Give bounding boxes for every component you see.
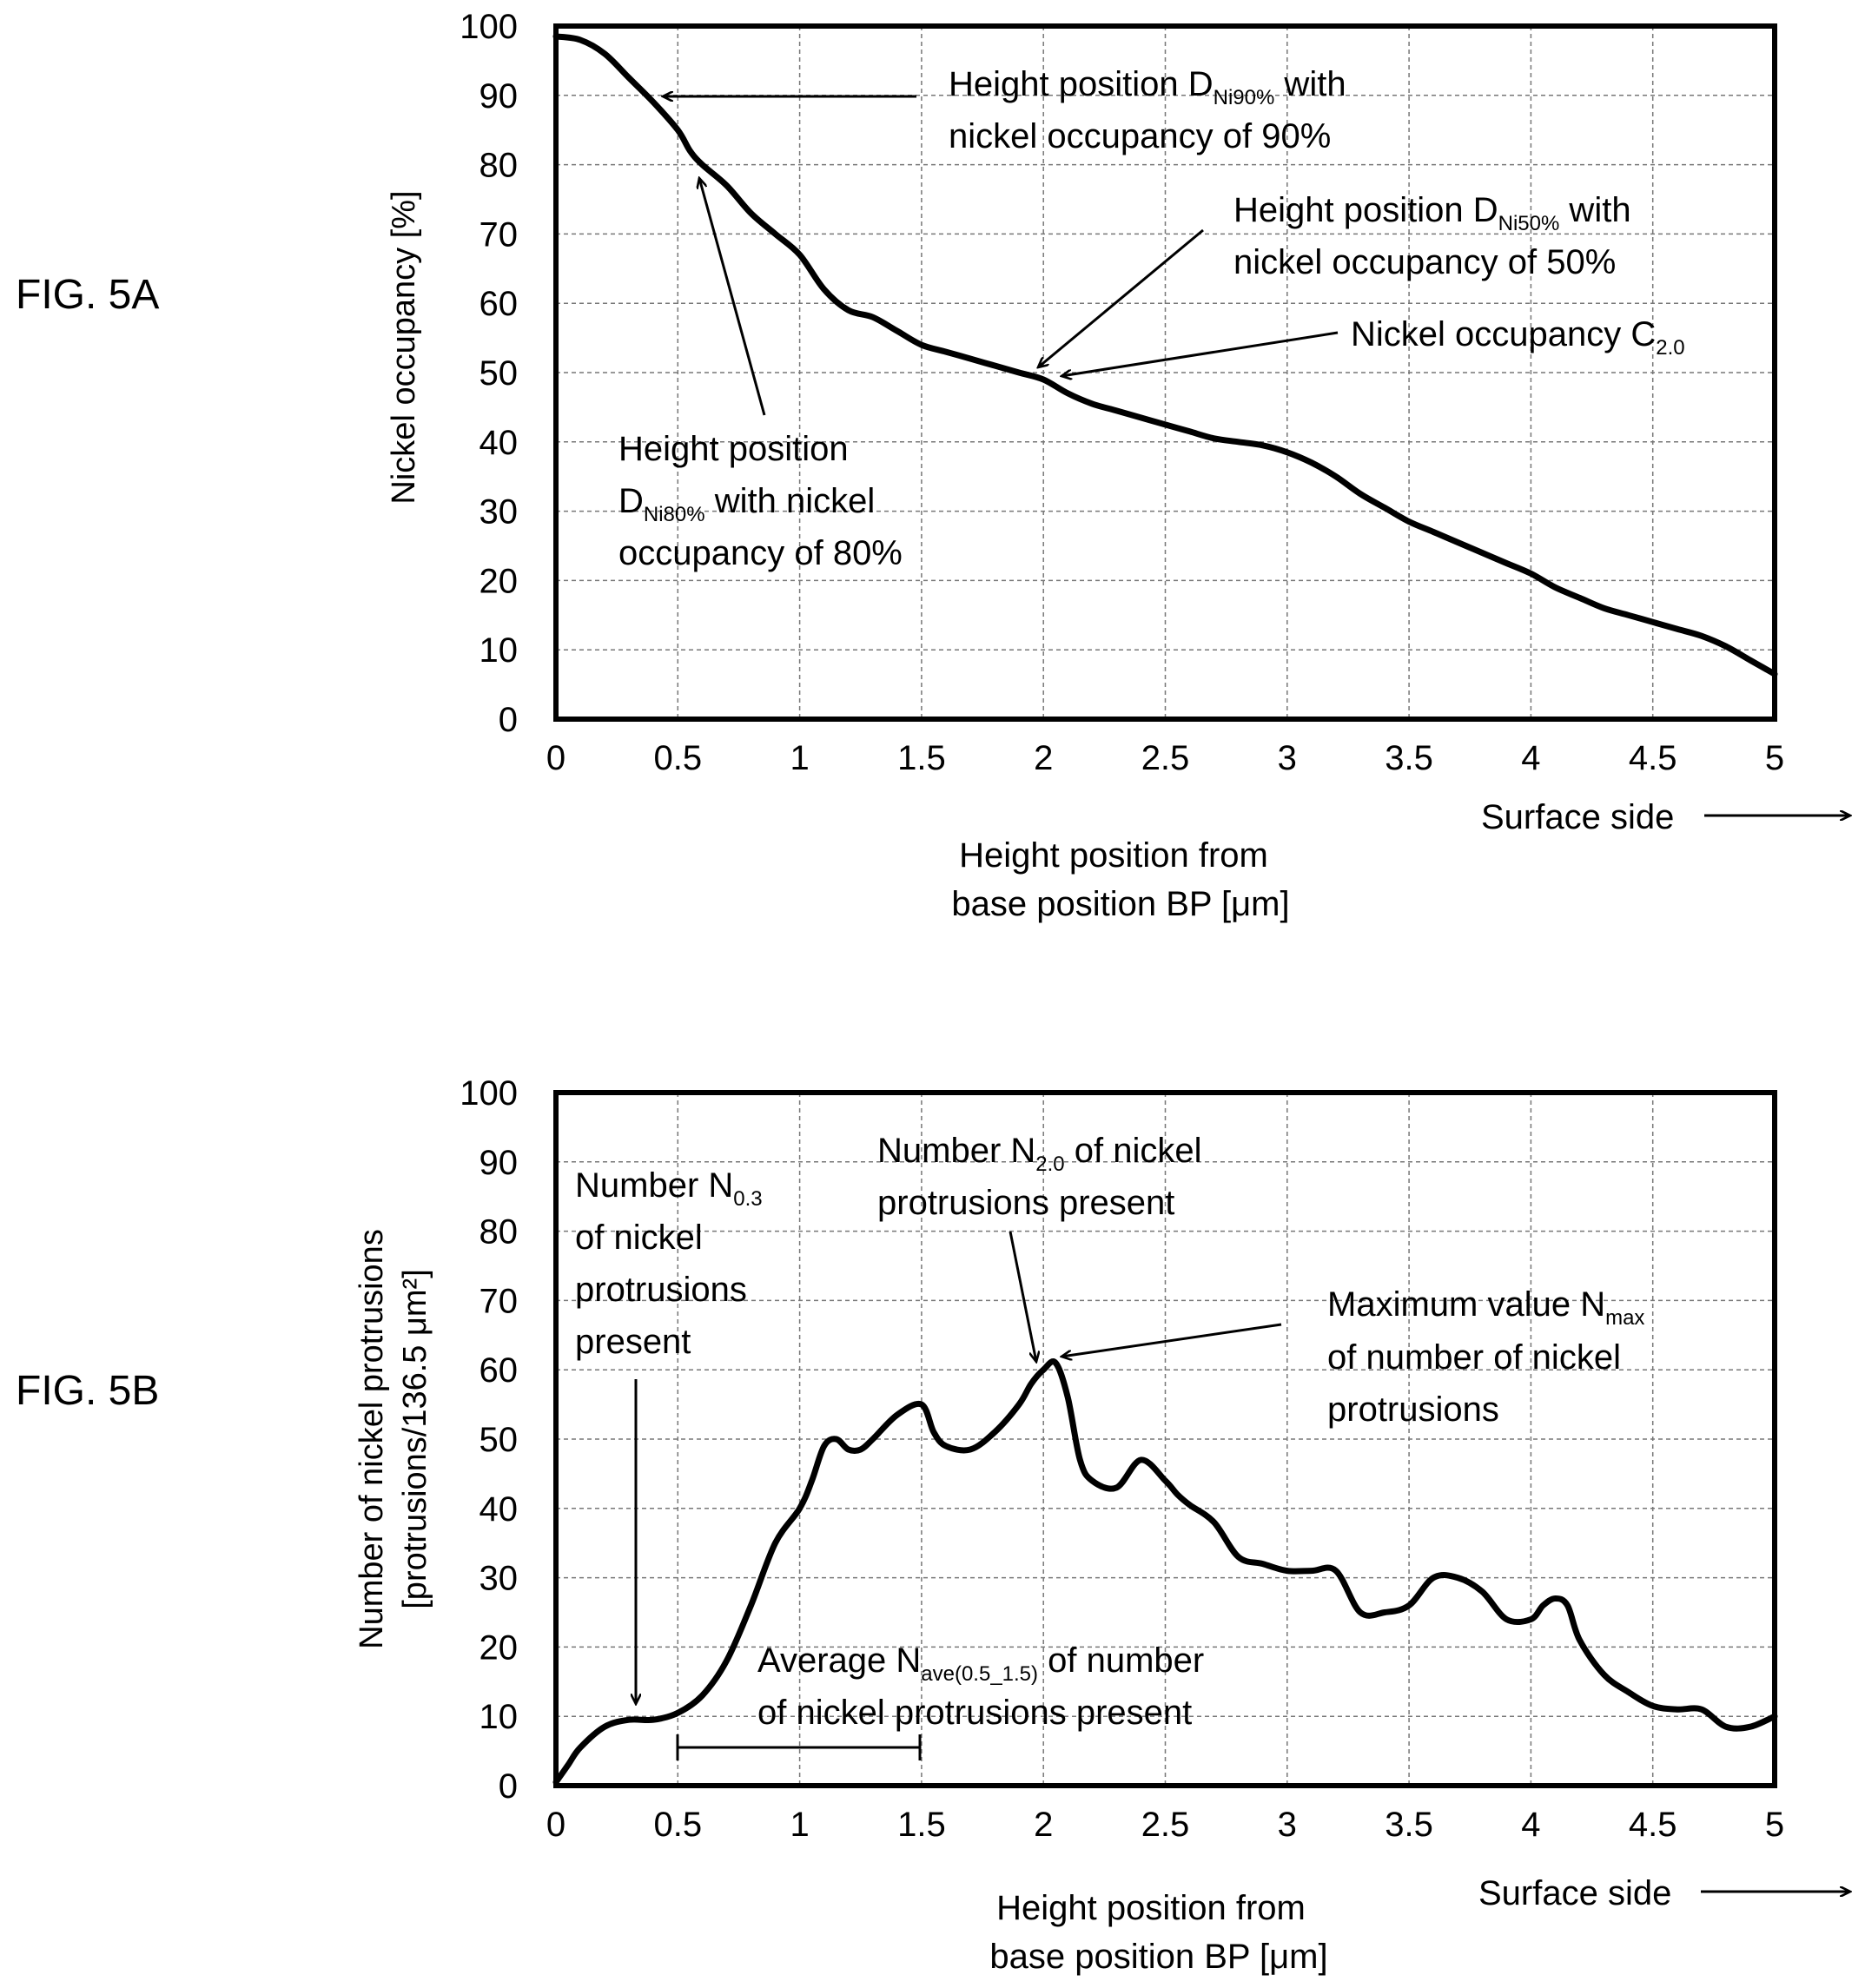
y-tick-label: 90 — [479, 77, 519, 116]
y-axis-label-5b-line2: [protrusions/136.5 μm²] — [397, 1269, 433, 1609]
x-tick-label: 1 — [790, 1806, 809, 1844]
x-tick-label: 2 — [1034, 739, 1053, 777]
x-tick-label: 5 — [1765, 1806, 1784, 1844]
y-tick-label: 60 — [479, 285, 519, 323]
annotation-n20-line1: Number N2.0 of nickel — [877, 1132, 1202, 1176]
x-tick-label: 2.5 — [1141, 739, 1190, 777]
y-tick-label: 40 — [479, 1490, 519, 1529]
y-tick-label: 30 — [479, 1560, 519, 1598]
average-range-bracket — [676, 1734, 922, 1760]
annotation-n03-line4: present — [575, 1323, 691, 1361]
figure-label-5a: FIG. 5A — [16, 272, 159, 318]
x-tick-label: 3.5 — [1385, 739, 1433, 777]
y-tick-label: 30 — [479, 493, 519, 532]
annotation-dni80-line1: Height position — [618, 430, 849, 468]
x-tick-label: 0 — [546, 739, 565, 777]
plot-frame-5a — [553, 23, 1777, 722]
figure-5a: FIG. 5A 0 0.5 1 1.5 2 2.5 3 3.5 4 4.5 501020304050… — [16, 8, 1850, 923]
annotation-dni50-line1: Height position DNi50% with — [1233, 191, 1631, 235]
y-tick-label: 60 — [479, 1351, 519, 1390]
x-tick-label: 4 — [1521, 1806, 1540, 1844]
y-tick-label: 0 — [499, 1767, 518, 1806]
tick-labels-5a: 0 0.5 1 1.5 2 2.5 3 3.5 4 4.5 50102030405060708090… — [460, 8, 1784, 777]
annotation-dni80-line3: occupancy of 80% — [618, 534, 903, 572]
x-tick-label: 0.5 — [653, 1806, 702, 1844]
x-tick-label: 3.5 — [1385, 1806, 1433, 1844]
annotation-n03-line3: protrusions — [575, 1271, 747, 1309]
y-axis-label-5b-line1: Number of nickel protrusions — [354, 1229, 390, 1649]
x-tick-label: 4 — [1521, 739, 1540, 777]
annotation-n03-line2: of nickel — [575, 1219, 703, 1257]
y-tick-label: 100 — [460, 1074, 518, 1113]
y-tick-label: 90 — [479, 1144, 519, 1182]
y-tick-label: 80 — [479, 1213, 519, 1252]
y-tick-label: 20 — [479, 562, 519, 600]
annotation-n20-line2: protrusions present — [877, 1184, 1174, 1222]
y-tick-label: 20 — [479, 1628, 519, 1667]
protrusion-curve — [552, 1358, 1778, 1786]
x-tick-label: 3 — [1278, 1806, 1297, 1844]
gridlines-5a — [556, 26, 1775, 719]
figure-5b: FIG. 5B 0 0.5 1 1.5 2 2.5 3 3.5 4 4.5 501020304050… — [16, 1074, 1850, 1976]
annotation-dni80-line2: DNi80% with nickel — [618, 482, 875, 526]
x-axis-label-5b-line2: base position BP [μm] — [989, 1938, 1327, 1976]
arrow-nmax — [1061, 1323, 1282, 1357]
x-tick-label: 2 — [1034, 1806, 1053, 1844]
y-tick-label: 10 — [479, 1698, 519, 1736]
annotation-dni90-line2: nickel occupancy of 90% — [949, 117, 1331, 155]
x-tick-label: 4.5 — [1629, 739, 1677, 777]
x-tick-label: 1.5 — [897, 1806, 946, 1844]
annotation-c20: Nickel occupancy C2.0 — [1351, 315, 1685, 360]
x-tick-label: 3 — [1278, 739, 1297, 777]
x-axis-label-5b-line1: Height position from — [996, 1889, 1306, 1927]
gridlines-5b — [556, 1093, 1775, 1786]
annotation-nave-line1: Average Nave(0.5_1.5) of number — [757, 1641, 1204, 1686]
arrow-dni50 — [1038, 228, 1204, 367]
y-tick-label: 50 — [479, 1421, 519, 1459]
annotation-nmax-line3: protrusions — [1327, 1390, 1499, 1429]
x-tick-label: 0 — [546, 1806, 565, 1844]
x-tick-label: 1.5 — [897, 739, 946, 777]
annotation-dni50-line2: nickel occupancy of 50% — [1233, 243, 1616, 281]
annotation-nmax-line2: of number of nickel — [1327, 1338, 1621, 1377]
occupancy-curve — [552, 33, 1778, 677]
x-axis-label-5a-line2: base position BP [μm] — [951, 885, 1289, 923]
x-tick-label: 5 — [1765, 739, 1784, 777]
annotation-nmax-line1: Maximum value Nmax — [1327, 1285, 1644, 1330]
figure-label-5b: FIG. 5B — [16, 1368, 159, 1414]
y-tick-label: 70 — [479, 1282, 519, 1320]
arrow-c20 — [1061, 331, 1339, 376]
y-tick-label: 10 — [479, 631, 519, 670]
y-tick-label: 40 — [479, 424, 519, 462]
tick-labels-5b: 0 0.5 1 1.5 2 2.5 3 3.5 4 4.5 50102030405060708090… — [460, 1074, 1784, 1844]
arrow-dni80 — [699, 178, 766, 416]
y-tick-label: 100 — [460, 8, 518, 46]
x-tick-label: 2.5 — [1141, 1806, 1190, 1844]
annotation-nave-line2: of nickel protrusions present — [757, 1694, 1192, 1732]
y-tick-label: 70 — [479, 215, 519, 254]
annotation-n03-line1: Number N0.3 — [575, 1166, 763, 1211]
x-tick-label: 1 — [790, 739, 809, 777]
y-tick-label: 50 — [479, 354, 519, 393]
x-tick-label: 4.5 — [1629, 1806, 1677, 1844]
arrow-n20 — [1009, 1231, 1036, 1362]
x-tick-label: 0.5 — [653, 739, 702, 777]
plot-frame-5b — [553, 1090, 1777, 1788]
annotation-dni90-line1: Height position DNi90% with — [949, 65, 1346, 109]
surface-side-label-5b: Surface side — [1478, 1874, 1671, 1912]
x-axis-label-5a-line1: Height position from — [959, 836, 1268, 875]
y-tick-label: 80 — [479, 147, 519, 185]
surface-side-label-5a: Surface side — [1481, 798, 1674, 836]
y-axis-label-5a: Nickel occupancy [%] — [386, 190, 422, 504]
y-tick-label: 0 — [499, 701, 518, 739]
